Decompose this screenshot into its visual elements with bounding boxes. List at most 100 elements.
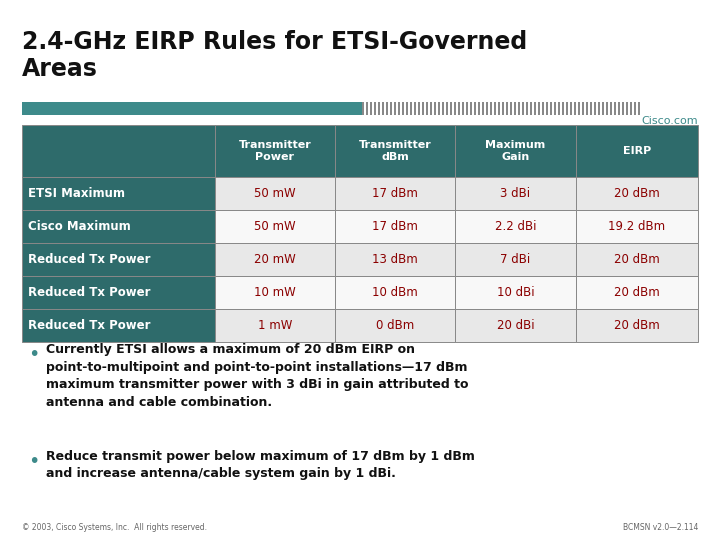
Bar: [630, 102, 632, 115]
Bar: [410, 102, 412, 115]
Bar: [626, 102, 628, 115]
Bar: [455, 210, 576, 243]
Bar: [534, 102, 536, 115]
Bar: [530, 102, 532, 115]
Text: 2.2 dBi: 2.2 dBi: [495, 220, 536, 233]
Bar: [622, 102, 624, 115]
Text: Cisco Maximum: Cisco Maximum: [28, 220, 131, 233]
Bar: [215, 309, 335, 342]
Bar: [542, 102, 544, 115]
Bar: [335, 276, 455, 309]
Bar: [576, 243, 698, 276]
Bar: [470, 102, 472, 115]
Bar: [498, 102, 500, 115]
Bar: [442, 102, 444, 115]
Bar: [22, 125, 215, 177]
Text: ETSI Maximum: ETSI Maximum: [28, 187, 125, 200]
Bar: [466, 102, 468, 115]
Bar: [370, 102, 372, 115]
Bar: [434, 102, 436, 115]
Bar: [614, 102, 616, 115]
Bar: [22, 309, 215, 342]
Bar: [450, 102, 452, 115]
Text: BCMSN v2.0—2.114: BCMSN v2.0—2.114: [623, 523, 698, 532]
Bar: [455, 276, 576, 309]
Text: 17 dBm: 17 dBm: [372, 220, 418, 233]
Text: 2.4-GHz EIRP Rules for ETSI-Governed
Areas: 2.4-GHz EIRP Rules for ETSI-Governed Are…: [22, 30, 527, 81]
Bar: [546, 102, 548, 115]
Text: 10 dBm: 10 dBm: [372, 286, 418, 299]
Bar: [215, 210, 335, 243]
Text: Transmitter
Power: Transmitter Power: [238, 140, 311, 162]
Text: 19.2 dBm: 19.2 dBm: [608, 220, 665, 233]
Bar: [576, 276, 698, 309]
Bar: [22, 177, 215, 210]
Bar: [390, 102, 392, 115]
Bar: [446, 102, 448, 115]
Bar: [22, 210, 215, 243]
Bar: [522, 102, 524, 115]
Bar: [406, 102, 408, 115]
Text: 7 dBi: 7 dBi: [500, 253, 531, 266]
Bar: [518, 102, 520, 115]
Bar: [335, 210, 455, 243]
Bar: [378, 102, 380, 115]
Bar: [526, 102, 528, 115]
Bar: [215, 125, 335, 177]
Bar: [590, 102, 592, 115]
Text: 3 dBi: 3 dBi: [500, 187, 531, 200]
Text: 20 dBm: 20 dBm: [614, 286, 660, 299]
Bar: [215, 243, 335, 276]
Bar: [550, 102, 552, 115]
Bar: [618, 102, 620, 115]
Bar: [506, 102, 508, 115]
Bar: [586, 102, 588, 115]
Text: EIRP: EIRP: [623, 146, 651, 156]
Bar: [386, 102, 388, 115]
Text: Reduce transmit power below maximum of 17 dBm by 1 dBm
and increase antenna/cabl: Reduce transmit power below maximum of 1…: [46, 450, 475, 481]
Bar: [458, 102, 460, 115]
Text: 13 dBm: 13 dBm: [372, 253, 418, 266]
Text: Reduced Tx Power: Reduced Tx Power: [28, 286, 150, 299]
Bar: [634, 102, 636, 115]
Text: 20 mW: 20 mW: [254, 253, 296, 266]
Bar: [562, 102, 564, 115]
Bar: [554, 102, 556, 115]
Bar: [594, 102, 596, 115]
Text: 17 dBm: 17 dBm: [372, 187, 418, 200]
Bar: [455, 125, 576, 177]
Bar: [510, 102, 512, 115]
Bar: [576, 125, 698, 177]
Bar: [606, 102, 608, 115]
Bar: [22, 243, 215, 276]
Text: 1 mW: 1 mW: [258, 319, 292, 332]
Text: 10 mW: 10 mW: [254, 286, 296, 299]
Text: 50 mW: 50 mW: [254, 187, 296, 200]
Bar: [574, 102, 576, 115]
Text: 20 dBi: 20 dBi: [497, 319, 534, 332]
Bar: [362, 102, 364, 115]
Bar: [215, 177, 335, 210]
Bar: [462, 102, 464, 115]
Bar: [638, 102, 640, 115]
Bar: [576, 177, 698, 210]
Text: Cisco.com: Cisco.com: [642, 116, 698, 126]
Bar: [455, 177, 576, 210]
Bar: [430, 102, 432, 115]
Bar: [514, 102, 516, 115]
Bar: [478, 102, 480, 115]
Bar: [578, 102, 580, 115]
Text: •: •: [28, 452, 40, 471]
Bar: [22, 102, 362, 115]
Bar: [576, 210, 698, 243]
Bar: [422, 102, 424, 115]
Bar: [486, 102, 488, 115]
Bar: [455, 309, 576, 342]
Bar: [374, 102, 376, 115]
Text: Currently ETSI allows a maximum of 20 dBm EIRP on
point-to-multipoint and point-: Currently ETSI allows a maximum of 20 dB…: [46, 343, 469, 408]
Bar: [454, 102, 456, 115]
Text: 50 mW: 50 mW: [254, 220, 296, 233]
Bar: [502, 102, 504, 115]
Text: 20 dBm: 20 dBm: [614, 187, 660, 200]
Text: Transmitter
dBm: Transmitter dBm: [359, 140, 431, 162]
